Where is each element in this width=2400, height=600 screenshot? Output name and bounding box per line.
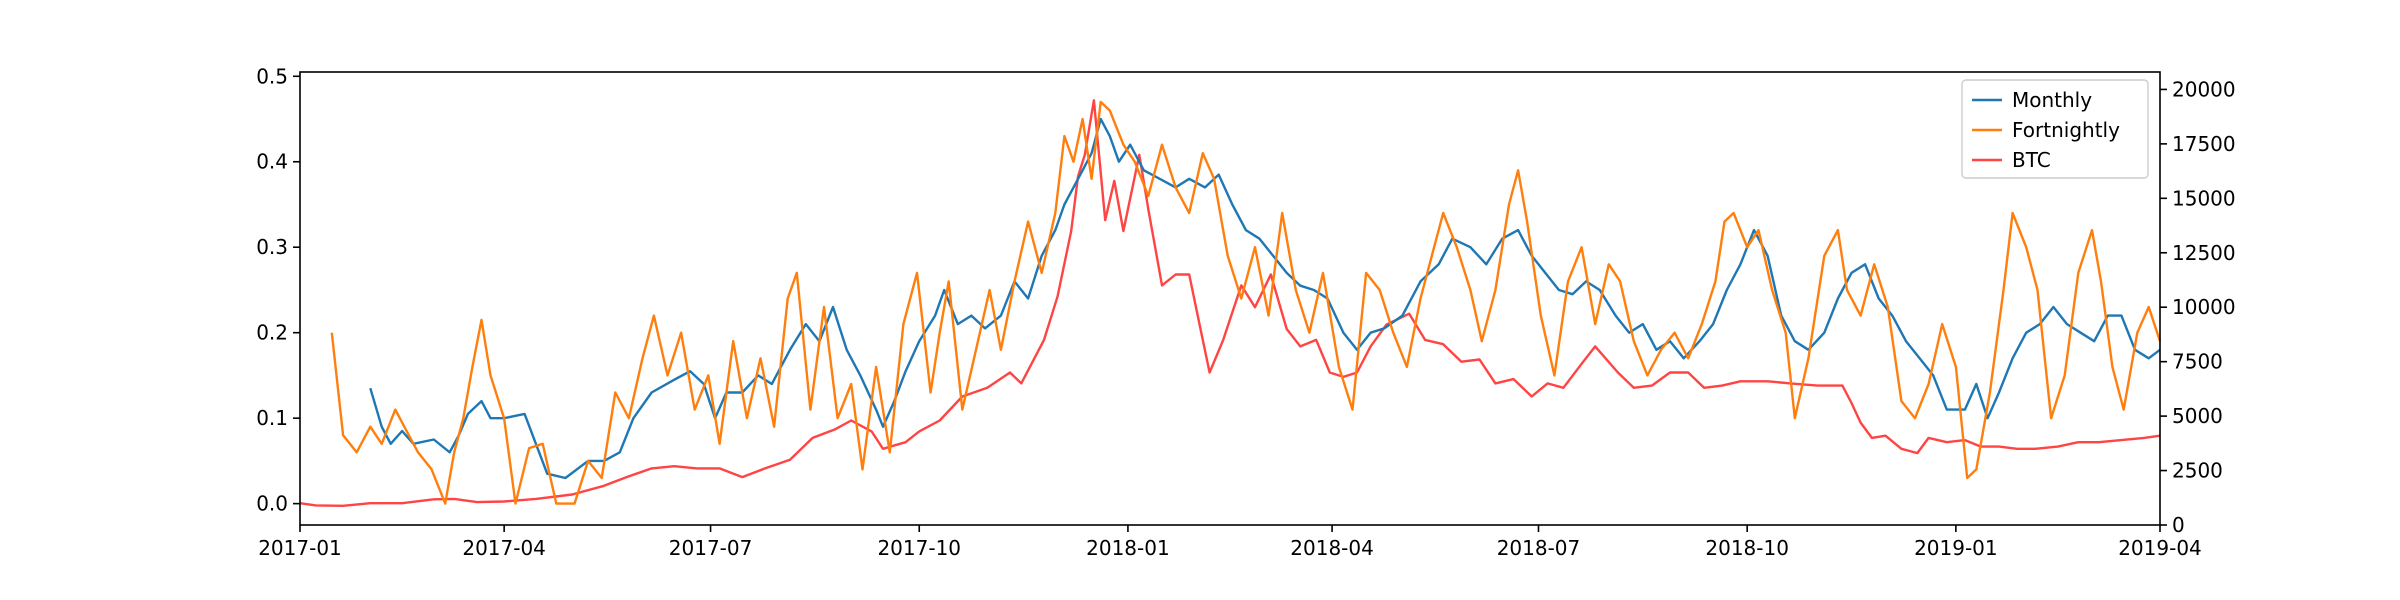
series-line-btc <box>299 99 2161 507</box>
y-left-tick-label: 0.0 <box>256 492 288 516</box>
legend-label-monthly: Monthly <box>2012 88 2092 112</box>
y-left-tick-label: 0.5 <box>256 64 288 88</box>
y-right-tick-label: 7500 <box>2172 350 2223 374</box>
legend: Monthly Fortnightly BTC <box>1961 79 2149 179</box>
y-axis-left: 0.0 0.1 0.2 0.3 0.4 0.5 <box>256 64 300 516</box>
y-left-tick-label: 0.3 <box>256 235 288 259</box>
y-right-tick-label: 15000 <box>2172 186 2236 210</box>
series-line-monthly <box>369 117 2161 480</box>
x-tick-label: 2018-07 <box>1497 536 1581 560</box>
x-tick-label: 2017-10 <box>877 536 961 560</box>
x-tick-label: 2019-04 <box>2118 536 2202 560</box>
x-tick-label: 2017-04 <box>462 536 546 560</box>
y-left-tick-label: 0.1 <box>256 406 288 430</box>
x-tick-label: 2018-10 <box>1705 536 1789 560</box>
y-right-tick-label: 20000 <box>2172 77 2236 101</box>
y-right-tick-label: 5000 <box>2172 404 2223 428</box>
y-right-tick-label: 2500 <box>2172 459 2223 483</box>
y-axis-right: 0 2500 5000 7500 10000 12500 15000 17500 20000 <box>2160 77 2236 537</box>
x-tick-label: 2019-01 <box>1914 536 1998 560</box>
y-left-tick-label: 0.2 <box>256 321 288 345</box>
x-tick-label: 2017-07 <box>669 536 753 560</box>
y-right-tick-label: 12500 <box>2172 241 2236 265</box>
series-line-fortnightly <box>330 100 2162 505</box>
y-left-tick-label: 0.4 <box>256 150 288 174</box>
legend-label-btc: BTC <box>2012 148 2051 172</box>
x-tick-label: 2018-04 <box>1290 536 1374 560</box>
y-right-tick-label: 10000 <box>2172 295 2236 319</box>
y-right-tick-label: 17500 <box>2172 132 2236 156</box>
legend-label-fortnightly: Fortnightly <box>2012 118 2120 142</box>
x-tick-label: 2018-01 <box>1086 536 1170 560</box>
x-tick-label: 2017-01 <box>258 536 342 560</box>
x-axis: 2017-01 2017-04 2017-07 2017-10 2018-01 2018-… <box>258 525 2202 560</box>
y-right-tick-label: 0 <box>2172 513 2185 537</box>
plot-area <box>299 99 2162 507</box>
plot-frame <box>299 71 2161 526</box>
legend-box <box>1961 79 2149 179</box>
